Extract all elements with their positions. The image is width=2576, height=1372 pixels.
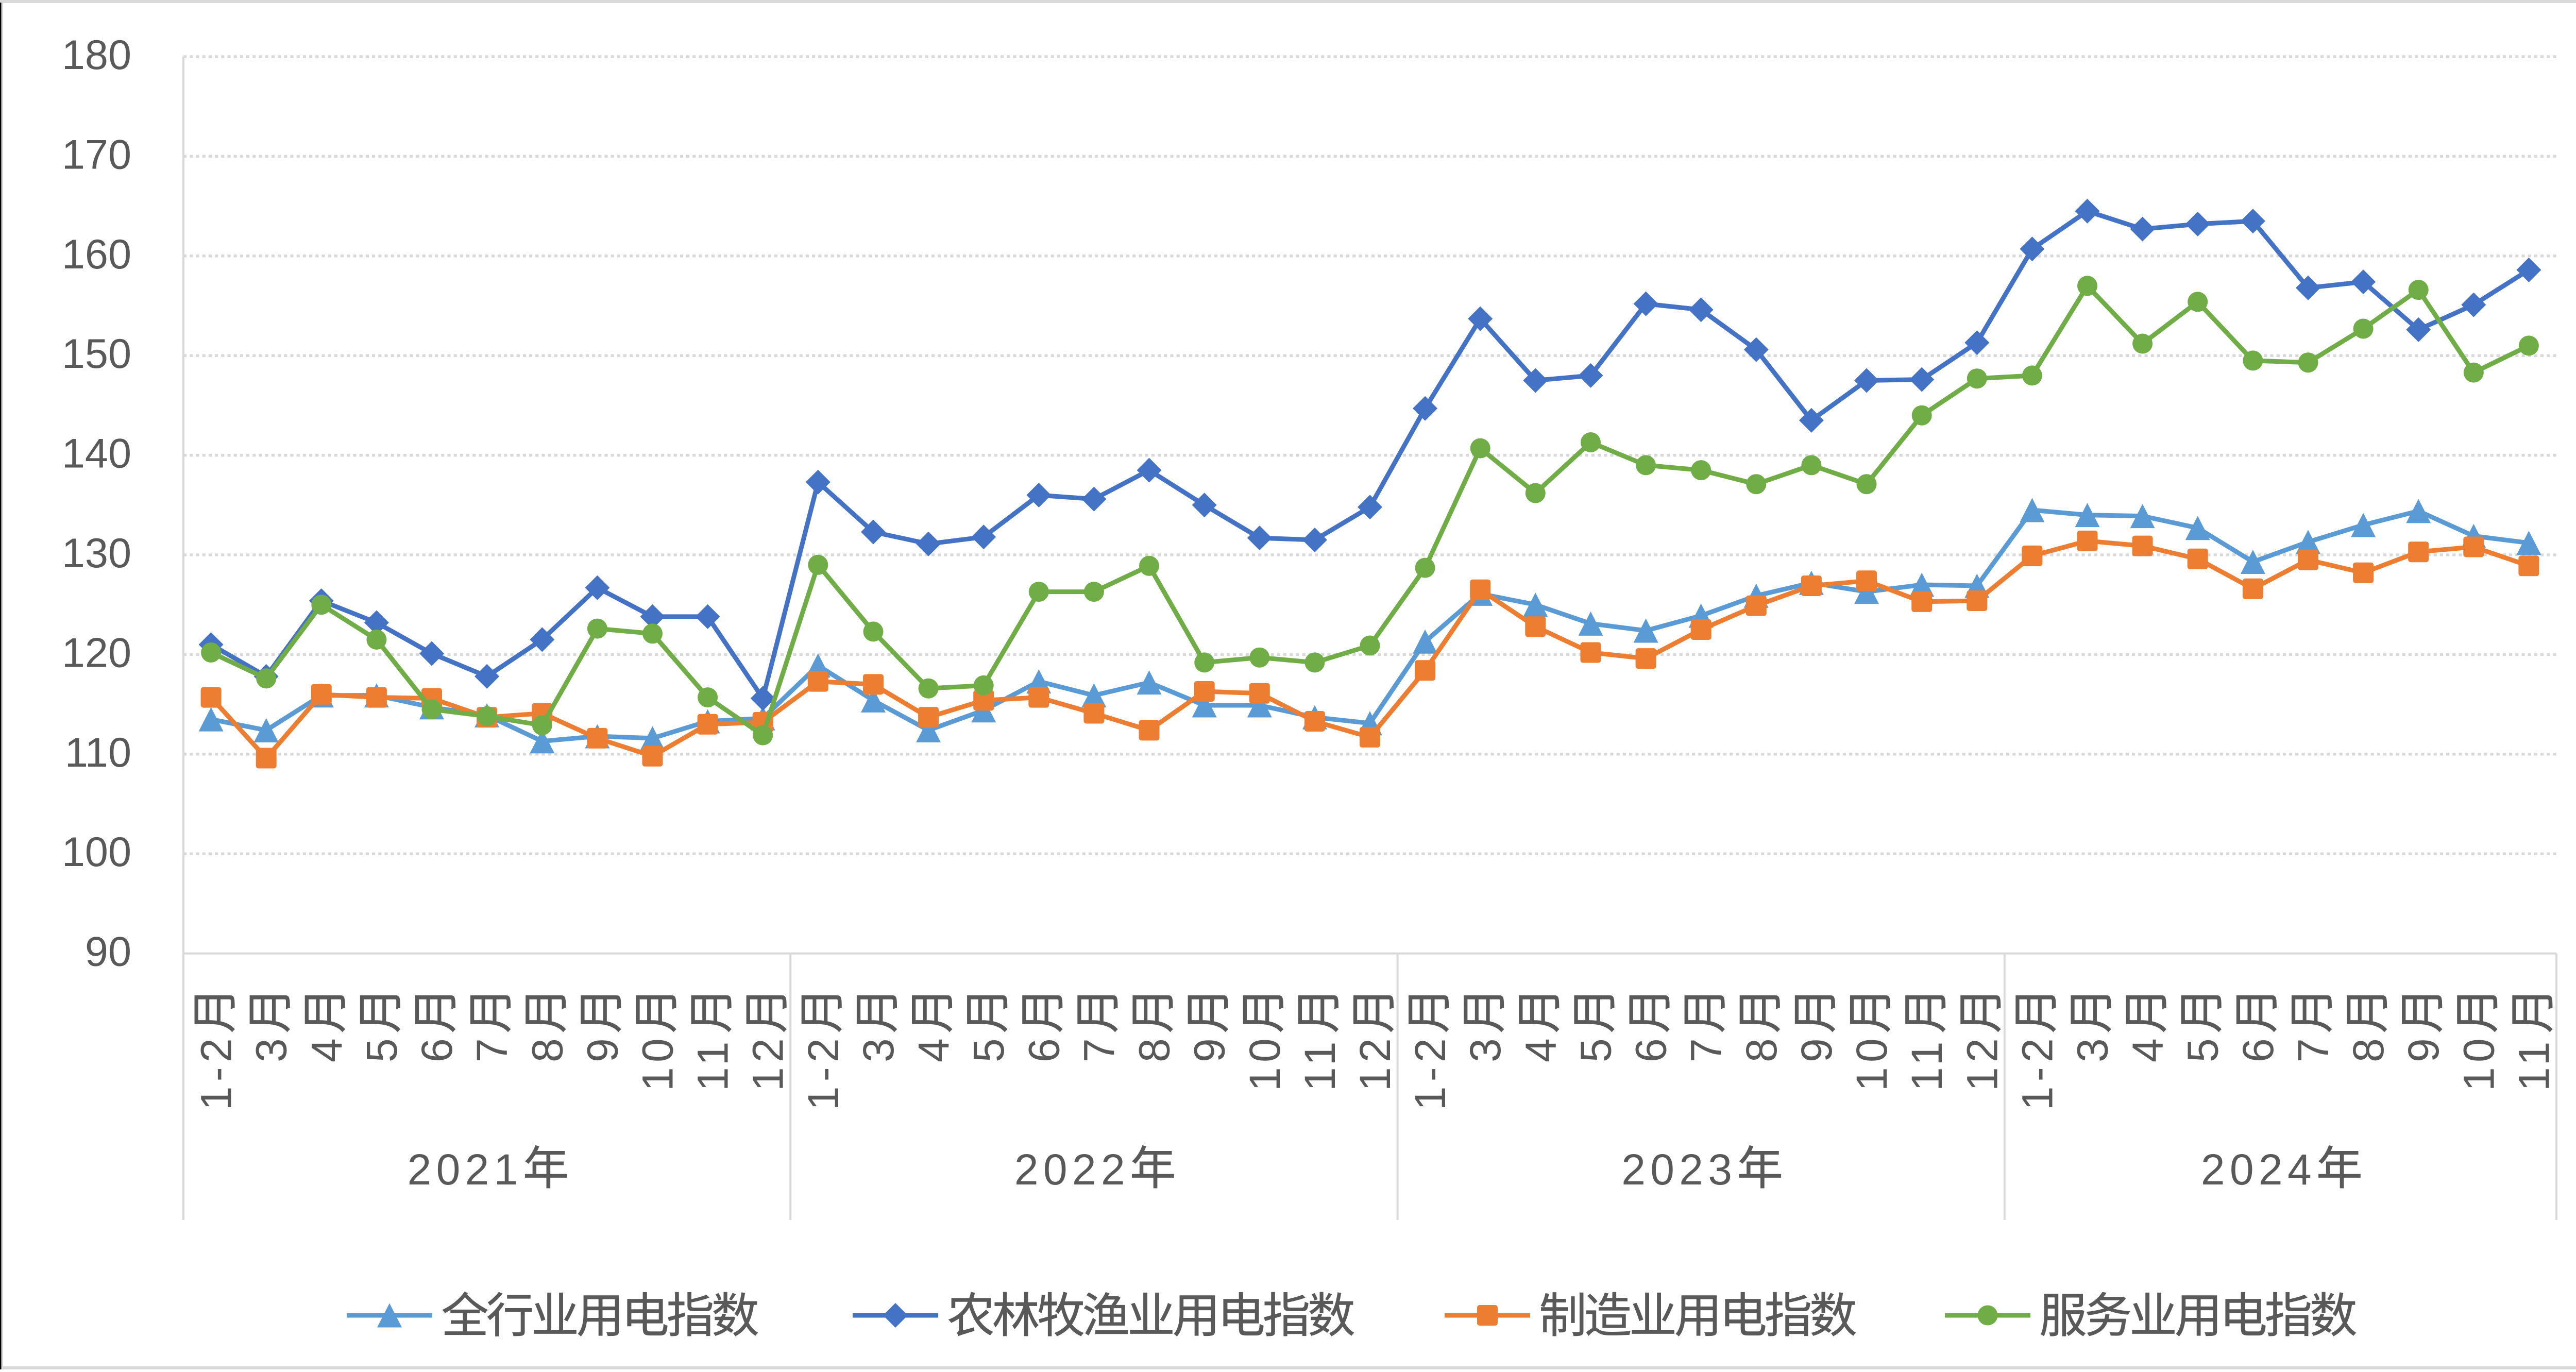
- svg-text:130: 130: [62, 530, 131, 577]
- svg-text:12: 12: [1958, 1034, 2006, 1091]
- svg-text:2023: 2023: [1621, 1145, 1737, 1194]
- svg-text:170: 170: [62, 131, 131, 178]
- svg-text:3: 3: [2069, 1034, 2117, 1062]
- svg-text:4: 4: [2124, 1034, 2172, 1062]
- svg-text:9: 9: [2399, 1034, 2448, 1062]
- svg-text:5: 5: [358, 1034, 406, 1062]
- svg-text:7: 7: [2289, 1034, 2337, 1062]
- svg-text:10: 10: [634, 1034, 682, 1091]
- svg-text:8: 8: [2344, 1034, 2393, 1062]
- svg-text:3: 3: [247, 1034, 296, 1062]
- svg-text:6: 6: [413, 1034, 461, 1062]
- svg-text:11: 11: [1296, 1037, 1344, 1091]
- svg-text:2024: 2024: [2201, 1145, 2316, 1194]
- svg-text:11: 11: [1903, 1037, 1951, 1091]
- svg-text:4: 4: [302, 1034, 351, 1062]
- svg-text:12: 12: [1351, 1034, 1399, 1091]
- svg-text:7: 7: [1682, 1034, 1731, 1062]
- svg-text:8: 8: [1130, 1034, 1179, 1062]
- svg-text:3: 3: [854, 1034, 903, 1062]
- svg-text:7: 7: [468, 1034, 516, 1062]
- svg-text:10: 10: [1241, 1034, 1289, 1091]
- svg-text:4: 4: [909, 1034, 958, 1062]
- svg-text:150: 150: [62, 331, 131, 377]
- svg-text:180: 180: [62, 32, 131, 78]
- svg-text:10: 10: [2454, 1034, 2503, 1091]
- svg-text:6: 6: [2234, 1034, 2282, 1062]
- svg-text:5: 5: [1572, 1034, 1620, 1062]
- svg-text:6: 6: [1627, 1034, 1675, 1062]
- svg-text:11: 11: [689, 1037, 737, 1091]
- svg-text:9: 9: [1792, 1034, 1841, 1062]
- svg-text:90: 90: [85, 929, 131, 975]
- svg-text:5: 5: [964, 1034, 1013, 1062]
- svg-text:100: 100: [62, 829, 131, 875]
- svg-text:1-2: 1-2: [799, 1034, 848, 1110]
- svg-text:4: 4: [1516, 1034, 1565, 1062]
- svg-text:1-2: 1-2: [2013, 1034, 2061, 1110]
- svg-text:1-2: 1-2: [1406, 1034, 1454, 1110]
- svg-text:1-2: 1-2: [192, 1034, 241, 1110]
- svg-text:8: 8: [1737, 1034, 1786, 1062]
- svg-text:3: 3: [1461, 1034, 1510, 1062]
- svg-text:10: 10: [1848, 1034, 1896, 1091]
- svg-text:120: 120: [62, 630, 131, 676]
- svg-text:2022: 2022: [1014, 1145, 1130, 1194]
- svg-text:140: 140: [62, 431, 131, 477]
- svg-text:110: 110: [65, 730, 131, 776]
- svg-text:6: 6: [1020, 1034, 1068, 1062]
- svg-text:9: 9: [578, 1034, 626, 1062]
- svg-text:7: 7: [1075, 1034, 1123, 1062]
- svg-text:12: 12: [744, 1034, 792, 1091]
- svg-text:8: 8: [523, 1034, 571, 1062]
- svg-text:160: 160: [62, 231, 131, 278]
- svg-text:5: 5: [2179, 1034, 2227, 1062]
- svg-text:2021: 2021: [408, 1145, 523, 1194]
- svg-text:9: 9: [1185, 1034, 1234, 1062]
- svg-text:11: 11: [2510, 1037, 2558, 1091]
